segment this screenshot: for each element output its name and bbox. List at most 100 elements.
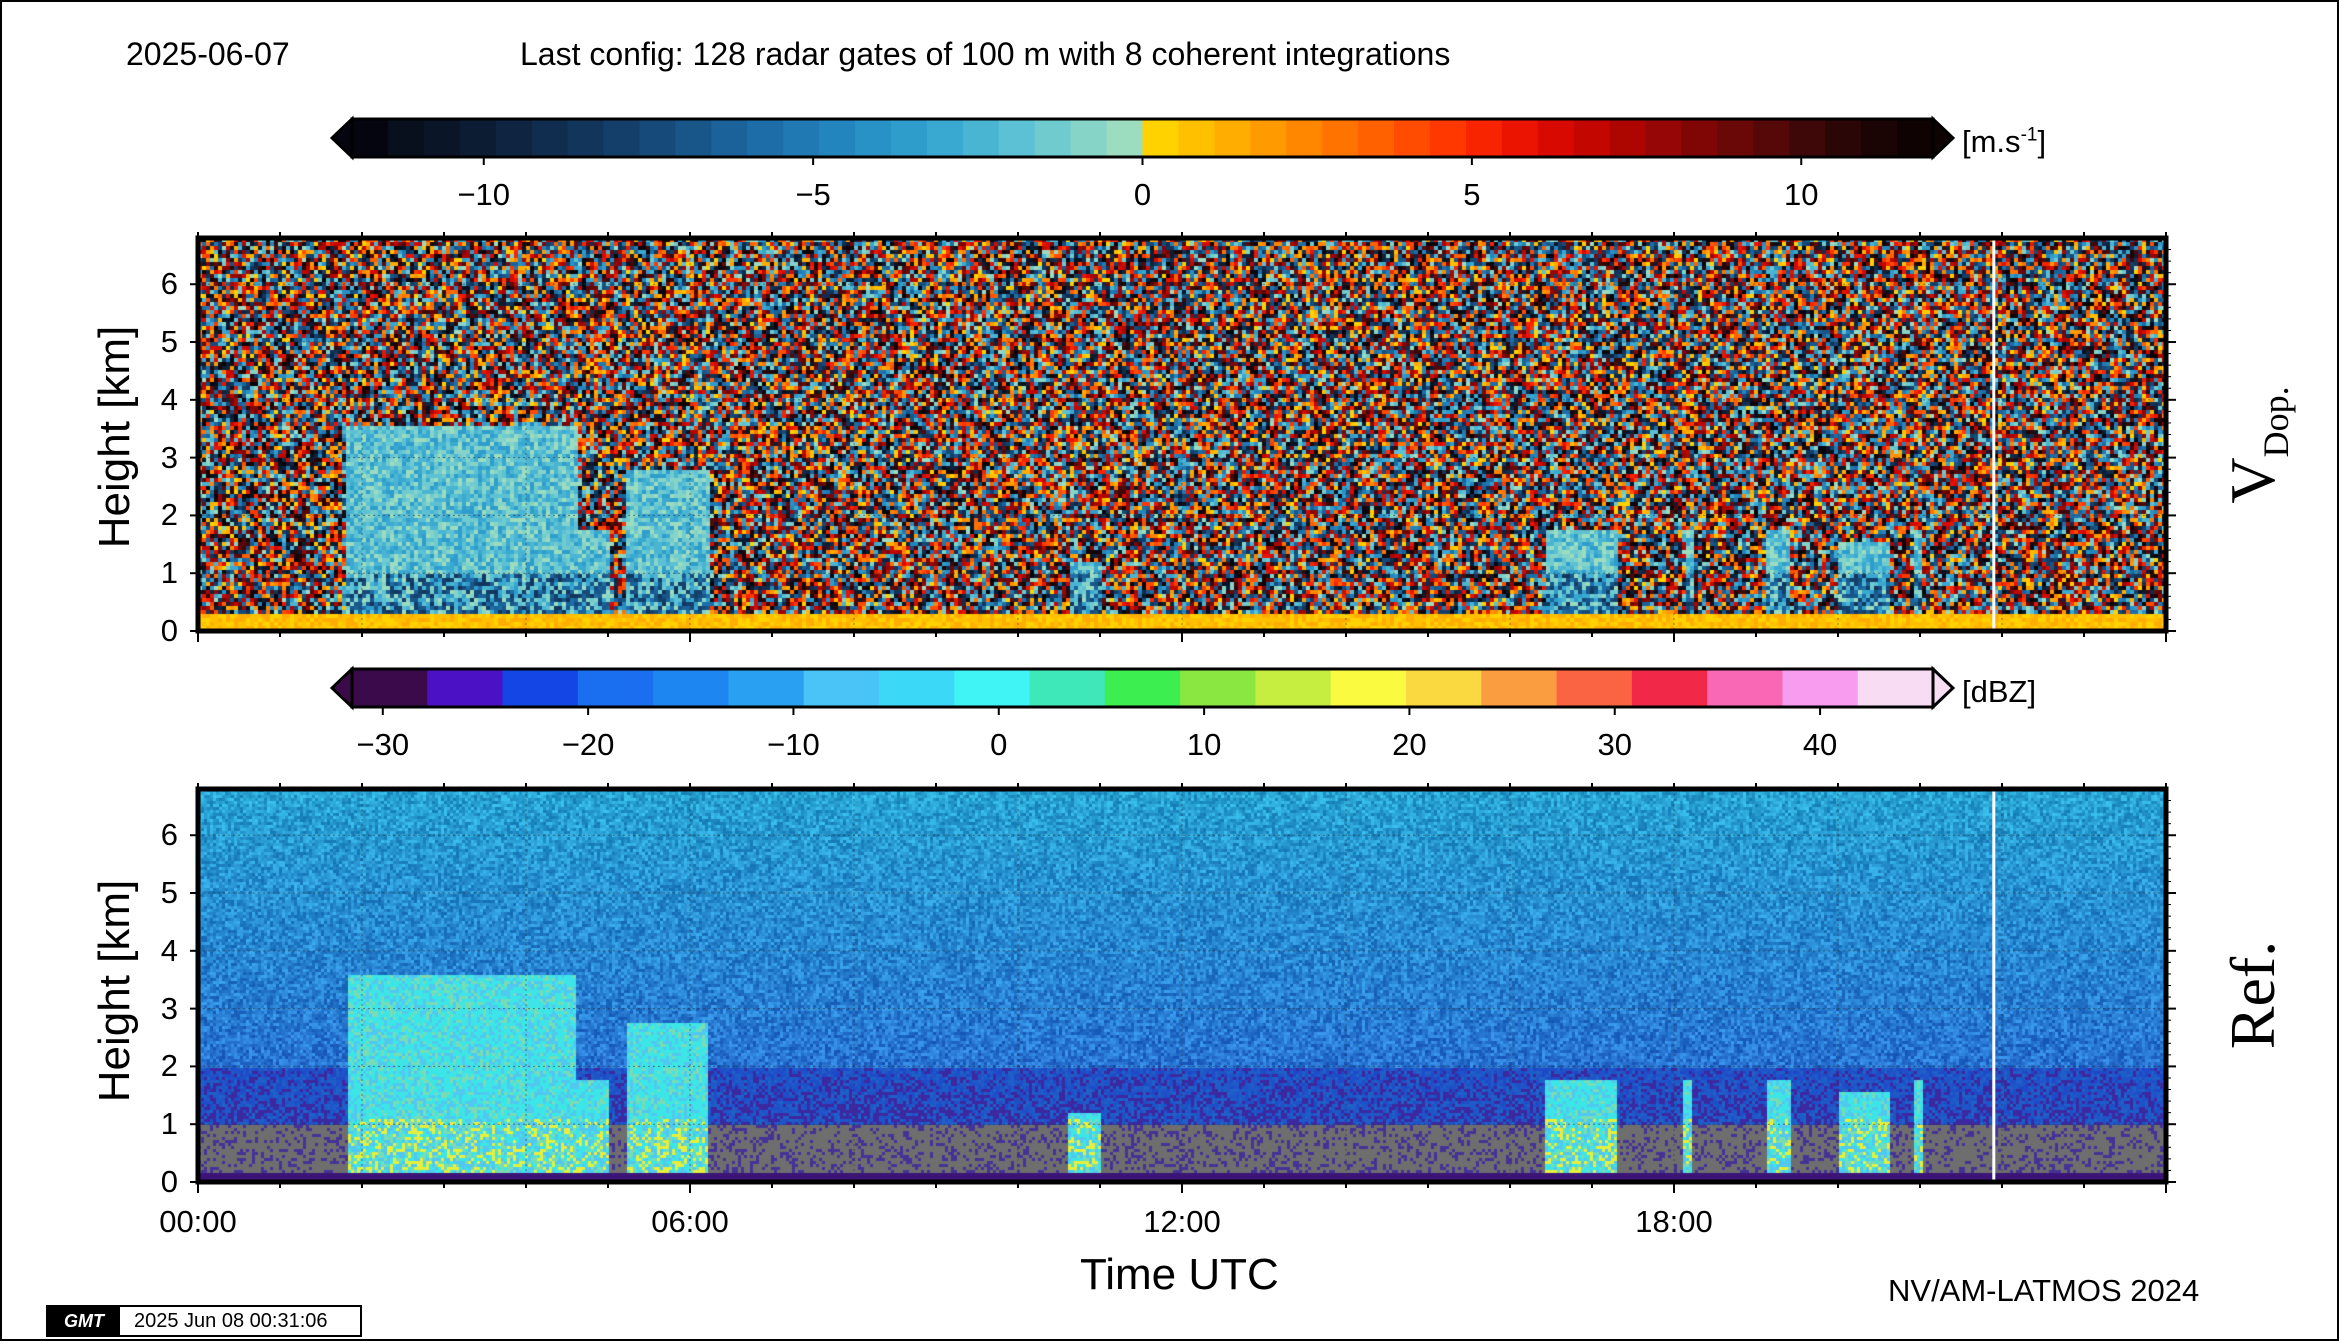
reflectivity-colorbar-tick-label: 0 bbox=[990, 727, 1008, 762]
doppler-colorbar-swatch bbox=[998, 119, 1036, 157]
doppler-colorbar-swatch bbox=[1142, 119, 1180, 157]
timestamp-label: 2025 Jun 08 00:31:06 bbox=[134, 1310, 328, 1332]
reflectivity-y-tick-label: 1 bbox=[160, 1106, 178, 1142]
reflectivity-colorbar bbox=[330, 665, 1955, 715]
doppler-colorbar-swatch bbox=[531, 119, 569, 157]
doppler-colorbar-swatch bbox=[1537, 119, 1575, 157]
reflectivity-colorbar-tick-label: −30 bbox=[356, 727, 410, 762]
reflectivity-y-tick-label: 2 bbox=[160, 1048, 178, 1084]
doppler-colorbar-swatch bbox=[675, 119, 712, 157]
doppler-colorbar-swatch bbox=[1573, 119, 1611, 157]
doppler-colorbar-swatch bbox=[459, 119, 497, 157]
doppler-colorbar-low-arrow bbox=[330, 115, 354, 161]
reflectivity-y-tick-label: 5 bbox=[160, 875, 178, 911]
doppler-colorbar-swatch bbox=[1501, 119, 1539, 157]
doppler-colorbar-tick-label: −5 bbox=[795, 177, 831, 212]
doppler-colorbar-swatch bbox=[1753, 119, 1790, 157]
doppler-colorbar-tick-label: 10 bbox=[1784, 177, 1819, 212]
doppler-colorbar-swatch bbox=[1465, 119, 1503, 157]
reflectivity-colorbar-swatch bbox=[427, 669, 504, 707]
doppler-colorbar-swatch bbox=[1645, 119, 1683, 157]
doppler-colorbar-swatch bbox=[1358, 119, 1395, 157]
reflectivity-colorbar-tick-label: 40 bbox=[1802, 727, 1838, 762]
reflectivity-colorbar-swatch bbox=[1255, 669, 1332, 707]
doppler-colorbar-swatch bbox=[1789, 119, 1826, 157]
doppler-colorbar-swatch bbox=[603, 119, 641, 157]
reflectivity-y-tick-label: 4 bbox=[160, 932, 178, 968]
doppler-colorbar-swatch bbox=[495, 119, 533, 157]
doppler-colorbar-unit: [m.s-1] bbox=[1962, 124, 2047, 159]
reflectivity-colorbar-tick-label: −20 bbox=[561, 727, 615, 762]
reflectivity-colorbar-high-arrow bbox=[1931, 665, 1955, 711]
time-axis-tick-label: 12:00 bbox=[1143, 1204, 1221, 1239]
reflectivity-colorbar-swatch bbox=[954, 669, 1031, 707]
time-axis-tick-label: 00:00 bbox=[159, 1204, 237, 1239]
doppler-colorbar-swatch bbox=[747, 119, 784, 157]
time-axis-title: Time UTC bbox=[1080, 1250, 1279, 1299]
reflectivity-colorbar-swatch bbox=[653, 669, 730, 707]
doppler-side-label: VDop. bbox=[2217, 386, 2296, 504]
doppler-colorbar-swatch bbox=[1609, 119, 1647, 157]
reflectivity-colorbar-swatch bbox=[352, 669, 428, 707]
reflectivity-colorbar-swatch bbox=[577, 669, 654, 707]
doppler-colorbar-swatch bbox=[1250, 119, 1287, 157]
reflectivity-colorbar-unit: [dBZ] bbox=[1962, 674, 2037, 709]
doppler-colorbar-swatch bbox=[1825, 119, 1862, 157]
reflectivity-colorbar-low-arrow bbox=[330, 665, 354, 711]
reflectivity-colorbar-swatch bbox=[879, 669, 955, 707]
reflectivity-colorbar-swatch bbox=[1330, 669, 1407, 707]
reflectivity-colorbar-swatch bbox=[1857, 669, 1934, 707]
doppler-colorbar-swatch bbox=[1897, 119, 1934, 157]
reflectivity-colorbar-swatch bbox=[728, 669, 805, 707]
doppler-colorbar-swatch bbox=[783, 119, 820, 157]
doppler-y-tick-label: 5 bbox=[160, 324, 178, 360]
doppler-colorbar-swatch bbox=[639, 119, 676, 157]
gmt-timestamp-box: GMT 2025 Jun 08 00:31:06 bbox=[46, 1305, 362, 1337]
doppler-colorbar-high-arrow bbox=[1931, 115, 1955, 161]
doppler-colorbar-swatch bbox=[352, 119, 389, 157]
doppler-colorbar-swatch bbox=[1070, 119, 1108, 157]
doppler-colorbar-swatch bbox=[962, 119, 1000, 157]
time-axis-tick-label: 18:00 bbox=[1635, 1204, 1713, 1239]
doppler-colorbar-tick-label: 5 bbox=[1463, 177, 1481, 212]
time-axis-tick-label: 06:00 bbox=[651, 1204, 729, 1239]
reflectivity-colorbar-tick-label: −10 bbox=[767, 727, 820, 762]
doppler-y-tick-label: 0 bbox=[160, 613, 178, 648]
reflectivity-colorbar-swatch bbox=[1707, 669, 1784, 707]
doppler-y-tick-label: 6 bbox=[160, 266, 178, 302]
doppler-colorbar-swatch bbox=[855, 119, 892, 157]
reflectivity-colorbar-tick-label: 20 bbox=[1392, 727, 1427, 762]
gmt-logo: GMT bbox=[48, 1307, 120, 1335]
reflectivity-side-label: Ref. bbox=[2217, 940, 2288, 1050]
reflectivity-y-tick-label: 6 bbox=[160, 817, 178, 853]
doppler-colorbar-swatch bbox=[1106, 119, 1144, 157]
reflectivity-colorbar-swatch bbox=[1406, 669, 1482, 707]
doppler-colorbar-swatch bbox=[890, 119, 928, 157]
doppler-colorbar-swatch bbox=[567, 119, 605, 157]
doppler-plot-frame bbox=[190, 232, 2176, 642]
reflectivity-y-tick-label: 0 bbox=[160, 1164, 178, 1199]
doppler-colorbar-swatch bbox=[1429, 119, 1467, 157]
reflectivity-colorbar-tick-label: 10 bbox=[1186, 727, 1222, 762]
date-label: 2025-06-07 bbox=[126, 36, 290, 72]
reflectivity-colorbar-tick-label: 30 bbox=[1597, 727, 1632, 762]
doppler-colorbar-swatch bbox=[1681, 119, 1719, 157]
doppler-colorbar-swatch bbox=[1717, 119, 1754, 157]
doppler-y-tick-label: 3 bbox=[160, 439, 178, 475]
doppler-colorbar-swatch bbox=[1286, 119, 1323, 157]
doppler-colorbar-swatch bbox=[1034, 119, 1072, 157]
doppler-colorbar-swatch bbox=[387, 119, 425, 157]
reflectivity-colorbar-swatch bbox=[502, 669, 579, 707]
doppler-colorbar-swatch bbox=[1322, 119, 1359, 157]
doppler-colorbar-swatch bbox=[1394, 119, 1431, 157]
config-label: Last config: 128 radar gates of 100 m wi… bbox=[520, 36, 1451, 72]
reflectivity-colorbar-swatch bbox=[1631, 669, 1708, 707]
doppler-colorbar-swatch bbox=[711, 119, 748, 157]
doppler-colorbar-swatch bbox=[1214, 119, 1251, 157]
doppler-y-axis-title: Height [km] bbox=[90, 325, 139, 549]
doppler-colorbar-tick-label: −10 bbox=[457, 177, 511, 212]
doppler-y-tick-label: 4 bbox=[160, 381, 178, 417]
doppler-y-tick-label: 2 bbox=[160, 497, 178, 533]
doppler-colorbar-swatch bbox=[926, 119, 964, 157]
reflectivity-colorbar-swatch bbox=[1029, 669, 1106, 707]
